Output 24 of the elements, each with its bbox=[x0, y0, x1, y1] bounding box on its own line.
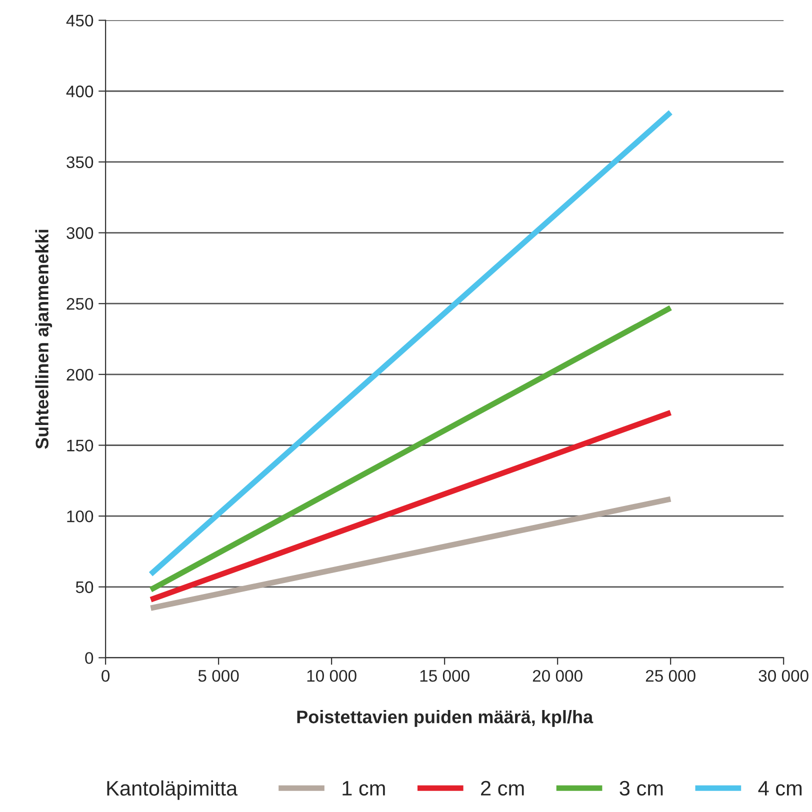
y-tick-label: 350 bbox=[66, 156, 94, 168]
x-tick-label: 25 000 bbox=[646, 670, 696, 682]
legend-title: Kantoläpimitta bbox=[107, 780, 238, 800]
legend-label: 1 cm bbox=[342, 781, 385, 796]
y-tick-label: 150 bbox=[67, 440, 94, 452]
y-tick-label: 250 bbox=[66, 298, 94, 310]
x-tick-label: 30 000 bbox=[758, 670, 808, 682]
y-tick-label: 450 bbox=[66, 14, 94, 27]
x-tick-label: 20 000 bbox=[532, 670, 582, 682]
x-tick-label: 15 000 bbox=[420, 670, 470, 682]
legend-label: 2 cm bbox=[481, 780, 524, 796]
legend-label: 3 cm bbox=[620, 780, 663, 796]
y-tick-label: 50 bbox=[76, 581, 94, 594]
y-tick-label: 300 bbox=[66, 227, 94, 239]
x-tick-label: 10 000 bbox=[307, 670, 356, 682]
x-tick-label: 5 000 bbox=[198, 670, 239, 682]
y-axis-title: Suhteellinen ajanmenekki bbox=[35, 230, 52, 449]
legend-label: 4 cm bbox=[758, 781, 802, 796]
y-tick-label: 100 bbox=[67, 510, 94, 522]
y-tick-label: 400 bbox=[66, 86, 94, 98]
y-tick-label: 0 bbox=[85, 652, 94, 664]
x-tick-label: 0 bbox=[102, 670, 110, 682]
x-axis-title: Poistettavien puiden määrä, kpl/ha bbox=[297, 710, 594, 727]
y-tick-label: 200 bbox=[66, 368, 94, 381]
